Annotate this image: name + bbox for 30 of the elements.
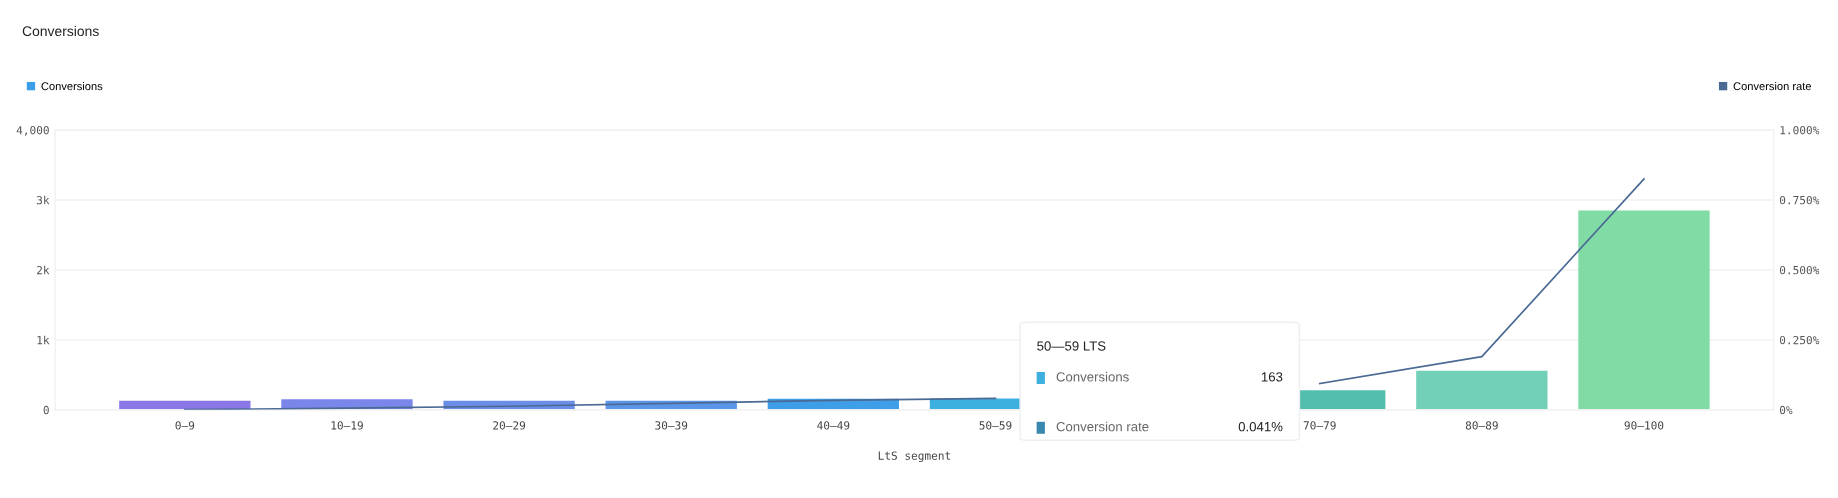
x-tick-label: 10–19 (331, 421, 363, 430)
text: 0.041% (1238, 421, 1283, 432)
x-tick-label: 70–79 (1303, 421, 1336, 430)
y-tick-label: 1k (37, 335, 50, 345)
annotation: 50—59 LTS (1037, 341, 1106, 351)
y2-tick-label: 0.750% (1779, 195, 1820, 205)
text: Conversion rate (1056, 421, 1149, 432)
bar (1578, 210, 1710, 410)
y-tick-label: 0 (43, 405, 49, 415)
x-tick-label: 80–89 (1465, 421, 1498, 430)
x-tick-label: 40–49 (817, 421, 850, 430)
y-tick-label: 4,000 (16, 125, 49, 136)
legend-label: Conversions (41, 81, 103, 91)
annotation: Conversions (1056, 371, 1129, 382)
y2-tick-label: 0.500% (1779, 265, 1820, 275)
x-axis-title: LtS segment (878, 451, 951, 463)
x-tick-label: 20–29 (493, 421, 526, 430)
x-tick-label: 50–59 (979, 421, 1012, 430)
chart-title: Conversions (22, 25, 99, 37)
y2-tick-label: 0.250% (1779, 335, 1820, 345)
x-tick-label: 30–39 (655, 421, 688, 430)
bar (1416, 370, 1548, 410)
y2-tick-label: 0% (1779, 405, 1793, 415)
x-tick-label: 0–9 (175, 421, 195, 430)
y2-tick-label: 1.000% (1780, 125, 1820, 135)
y-tick-label: 2k (37, 265, 50, 275)
annotation: 163 (1261, 372, 1283, 382)
legend-label: Conversion rate (1733, 81, 1812, 91)
y-tick-label: 3k (36, 195, 50, 205)
x-tick-label: 90–100 (1624, 421, 1664, 430)
